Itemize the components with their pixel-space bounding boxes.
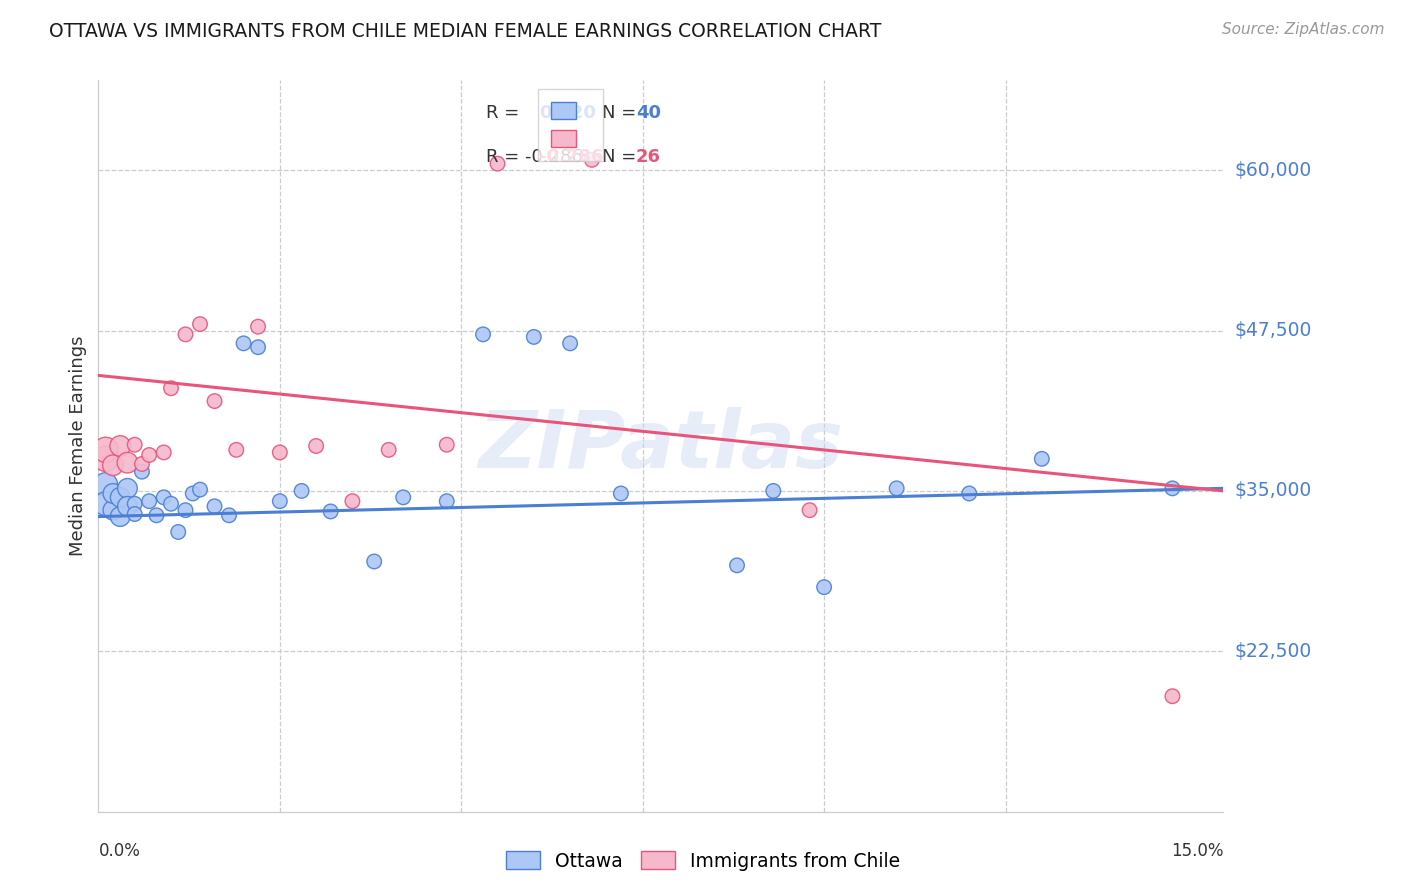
Text: N =: N = xyxy=(602,104,643,122)
Legend: , : , xyxy=(538,89,603,161)
Text: R =: R = xyxy=(486,104,531,122)
Point xyxy=(94,442,117,457)
Point xyxy=(152,445,174,459)
Text: 26: 26 xyxy=(636,148,661,166)
Point xyxy=(204,500,226,514)
Point xyxy=(1031,451,1053,466)
Point xyxy=(247,319,270,334)
Point xyxy=(117,481,139,495)
Text: Source: ZipAtlas.com: Source: ZipAtlas.com xyxy=(1222,22,1385,37)
Point xyxy=(342,494,364,508)
Text: R = -0.286: R = -0.286 xyxy=(486,148,583,166)
Point xyxy=(117,456,139,470)
Text: 0.120: 0.120 xyxy=(540,104,596,122)
Point xyxy=(188,317,211,331)
Point xyxy=(160,381,183,395)
Point xyxy=(124,438,146,452)
Point xyxy=(174,327,197,342)
Point xyxy=(472,327,495,342)
Point xyxy=(108,491,131,505)
Point xyxy=(124,507,146,521)
Point xyxy=(486,157,509,171)
Text: 15.0%: 15.0% xyxy=(1171,842,1223,860)
Point xyxy=(117,500,139,514)
Point xyxy=(232,336,254,351)
Point xyxy=(558,336,581,351)
Point xyxy=(188,483,211,497)
Text: -0.286: -0.286 xyxy=(540,148,603,166)
Point xyxy=(204,394,226,409)
Point xyxy=(957,486,980,500)
Point xyxy=(145,508,167,523)
Point xyxy=(160,497,183,511)
Text: ZIPatlas: ZIPatlas xyxy=(478,407,844,485)
Point xyxy=(581,153,603,167)
Point xyxy=(131,457,153,471)
Point xyxy=(94,451,117,466)
Text: N =: N = xyxy=(602,148,643,166)
Text: 40: 40 xyxy=(636,104,661,122)
Point xyxy=(108,509,131,524)
Point xyxy=(1161,481,1184,495)
Point xyxy=(152,491,174,505)
Point xyxy=(886,481,908,495)
Legend: Ottawa, Immigrants from Chile: Ottawa, Immigrants from Chile xyxy=(499,844,907,878)
Point xyxy=(269,445,291,459)
Point xyxy=(305,439,328,453)
Point xyxy=(124,497,146,511)
Text: $22,500: $22,500 xyxy=(1234,642,1312,661)
Point xyxy=(108,439,131,453)
Point xyxy=(167,524,190,539)
Point xyxy=(799,503,821,517)
Point xyxy=(725,558,748,573)
Y-axis label: Median Female Earnings: Median Female Earnings xyxy=(69,335,87,557)
Point xyxy=(131,465,153,479)
Point xyxy=(436,438,458,452)
Point xyxy=(363,554,385,568)
Point xyxy=(225,442,247,457)
Text: 0.0%: 0.0% xyxy=(98,842,141,860)
Point xyxy=(291,483,314,498)
Point xyxy=(218,508,240,523)
Text: $60,000: $60,000 xyxy=(1234,161,1312,179)
Point xyxy=(436,494,458,508)
Point xyxy=(1161,690,1184,704)
Point xyxy=(174,503,197,517)
Point xyxy=(523,330,546,344)
Point xyxy=(813,580,835,594)
Text: $35,000: $35,000 xyxy=(1234,482,1312,500)
Point xyxy=(392,491,415,505)
Point xyxy=(94,477,117,491)
Text: OTTAWA VS IMMIGRANTS FROM CHILE MEDIAN FEMALE EARNINGS CORRELATION CHART: OTTAWA VS IMMIGRANTS FROM CHILE MEDIAN F… xyxy=(49,22,882,41)
Point xyxy=(269,494,291,508)
Point xyxy=(762,483,785,498)
Point xyxy=(101,503,124,517)
Point xyxy=(610,486,633,500)
Point xyxy=(138,448,160,462)
Point xyxy=(377,442,399,457)
Point xyxy=(101,458,124,473)
Point xyxy=(247,340,270,354)
Text: $47,500: $47,500 xyxy=(1234,321,1312,340)
Point xyxy=(319,504,342,518)
Point xyxy=(94,497,117,511)
Point xyxy=(181,486,204,500)
Point xyxy=(138,494,160,508)
Point xyxy=(101,486,124,500)
